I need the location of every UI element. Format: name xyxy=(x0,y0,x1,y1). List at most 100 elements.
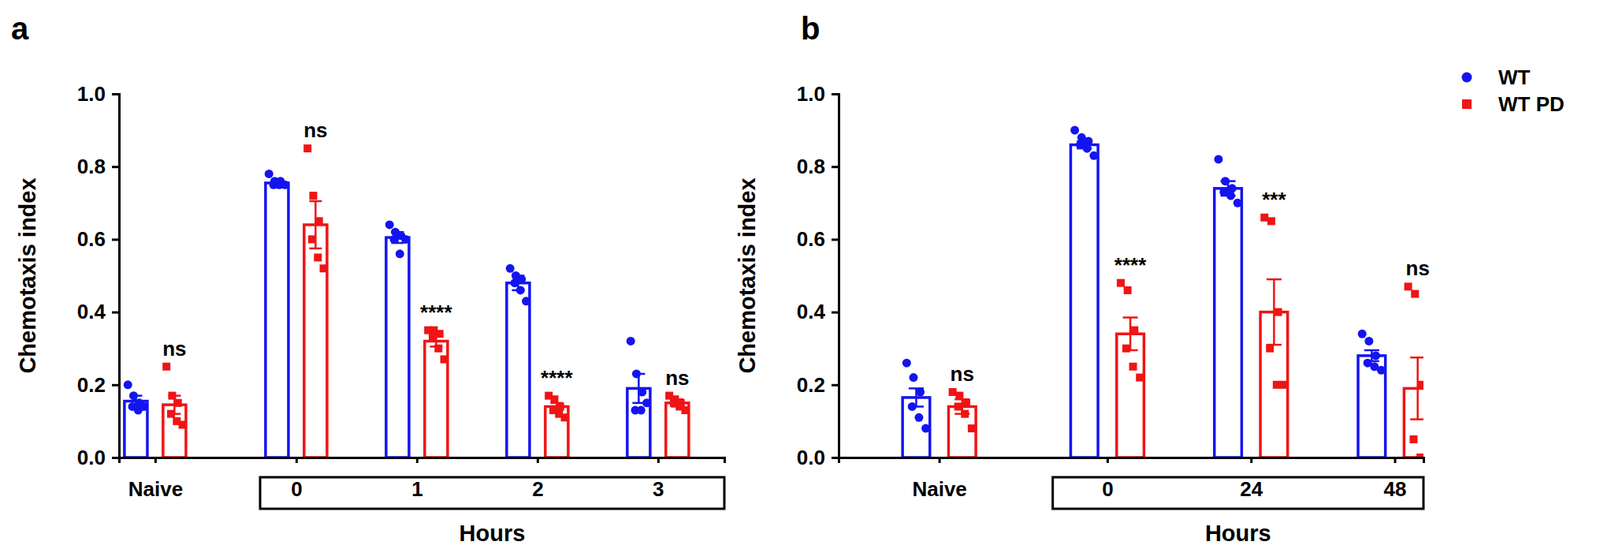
y-tick-mark xyxy=(831,383,839,387)
x-tick: 2 xyxy=(532,457,544,501)
point xyxy=(123,379,133,389)
bar xyxy=(1214,188,1243,458)
panel: 0.00.20.40.60.81.0Naive0123HoursChemotax… xyxy=(11,11,726,546)
point xyxy=(632,368,641,378)
point xyxy=(948,387,957,396)
y-tick-mark xyxy=(831,165,839,168)
y-tick-mark xyxy=(111,311,120,314)
point xyxy=(637,387,647,397)
significance: ns xyxy=(303,118,328,142)
y-tick-label: 0.2 xyxy=(796,372,826,397)
point xyxy=(1410,435,1418,443)
x-tick: 3 xyxy=(652,457,664,501)
point xyxy=(954,401,963,410)
point xyxy=(642,398,652,407)
point xyxy=(1227,183,1237,193)
point xyxy=(1265,344,1274,353)
point xyxy=(428,333,437,342)
point xyxy=(1135,373,1144,382)
y-tick-label: 0.0 xyxy=(796,445,826,469)
bar xyxy=(902,397,931,458)
bar xyxy=(304,224,328,458)
point xyxy=(401,234,410,244)
x-axis-line xyxy=(119,457,726,464)
y-tick-mark xyxy=(831,238,839,241)
y-tick-mark xyxy=(831,311,839,314)
point xyxy=(521,296,531,306)
bar xyxy=(386,237,410,458)
y-tick-mark xyxy=(831,456,839,459)
y-axis-title: Chemotaxis index xyxy=(14,177,41,373)
point xyxy=(1233,198,1243,208)
y-tick-label: 0.0 xyxy=(77,445,106,469)
point xyxy=(506,264,515,273)
bar xyxy=(163,404,187,458)
point xyxy=(167,409,175,418)
panel: 0.00.20.40.60.81.0Naive02448HoursChemota… xyxy=(734,11,1565,546)
x-tick-label: Naive xyxy=(128,476,183,501)
point xyxy=(1417,380,1424,389)
x-tick: 48 xyxy=(1384,457,1407,501)
bar xyxy=(265,182,289,458)
y-tick: 0.6 xyxy=(77,226,120,251)
y-tick: 1.0 xyxy=(77,81,120,106)
point xyxy=(1082,144,1092,153)
point xyxy=(1116,279,1125,287)
y-tick: 0.8 xyxy=(77,154,120,179)
point xyxy=(550,394,559,403)
x-tick-mark xyxy=(1106,457,1109,463)
point xyxy=(1130,326,1139,335)
y-axis-line xyxy=(111,94,120,458)
bar xyxy=(666,402,689,458)
point xyxy=(139,401,149,411)
x-tick: 0 xyxy=(1101,457,1113,501)
point xyxy=(1404,282,1413,291)
error-cap xyxy=(1123,316,1139,319)
y-tick: 0.8 xyxy=(796,154,839,179)
series xyxy=(948,213,1424,459)
x-tick-label: 48 xyxy=(1384,476,1407,501)
point xyxy=(1371,350,1381,360)
point xyxy=(915,387,925,397)
point xyxy=(320,264,328,272)
y-tick-label: 0.6 xyxy=(77,226,106,251)
y-tick: 0.6 xyxy=(796,226,839,251)
x-tick-label: 1 xyxy=(411,476,423,501)
x-tick: Naive xyxy=(911,457,967,501)
bar xyxy=(1070,145,1098,458)
point xyxy=(303,144,312,153)
point xyxy=(1129,362,1138,371)
y-axis-title: Chemotaxis index xyxy=(734,177,760,373)
significance: ns xyxy=(665,365,689,390)
bar xyxy=(1358,355,1386,458)
y-tick-label: 0.4 xyxy=(77,299,107,324)
legend-marker xyxy=(1462,99,1472,109)
point xyxy=(315,216,324,225)
y-tick-label: 0.8 xyxy=(796,154,826,179)
point xyxy=(129,390,138,400)
point xyxy=(264,169,274,179)
x-tick-mark xyxy=(1394,457,1397,463)
x-axis-line xyxy=(839,457,1425,464)
error-cap xyxy=(308,200,322,203)
panel-label: b xyxy=(800,11,820,46)
point xyxy=(1410,290,1419,298)
y-tick-mark xyxy=(111,93,120,96)
point xyxy=(1220,176,1230,186)
error-cap xyxy=(1410,417,1424,421)
y-tick-label: 0.2 xyxy=(77,372,106,397)
y-tick-label: 0.4 xyxy=(796,299,827,324)
error-bar xyxy=(1266,279,1282,345)
x-tick-label: 0 xyxy=(290,476,302,501)
y-tick-mark xyxy=(111,383,120,387)
y-tick: 1.0 xyxy=(796,81,839,106)
series xyxy=(902,126,1386,458)
significance: ns xyxy=(950,361,975,386)
bracket-box xyxy=(1053,476,1424,509)
y-axis-line xyxy=(831,94,840,458)
point xyxy=(1070,126,1080,135)
x-tick-mark xyxy=(536,457,540,463)
point xyxy=(167,391,176,400)
plot-marks xyxy=(123,144,690,458)
point xyxy=(440,355,449,364)
